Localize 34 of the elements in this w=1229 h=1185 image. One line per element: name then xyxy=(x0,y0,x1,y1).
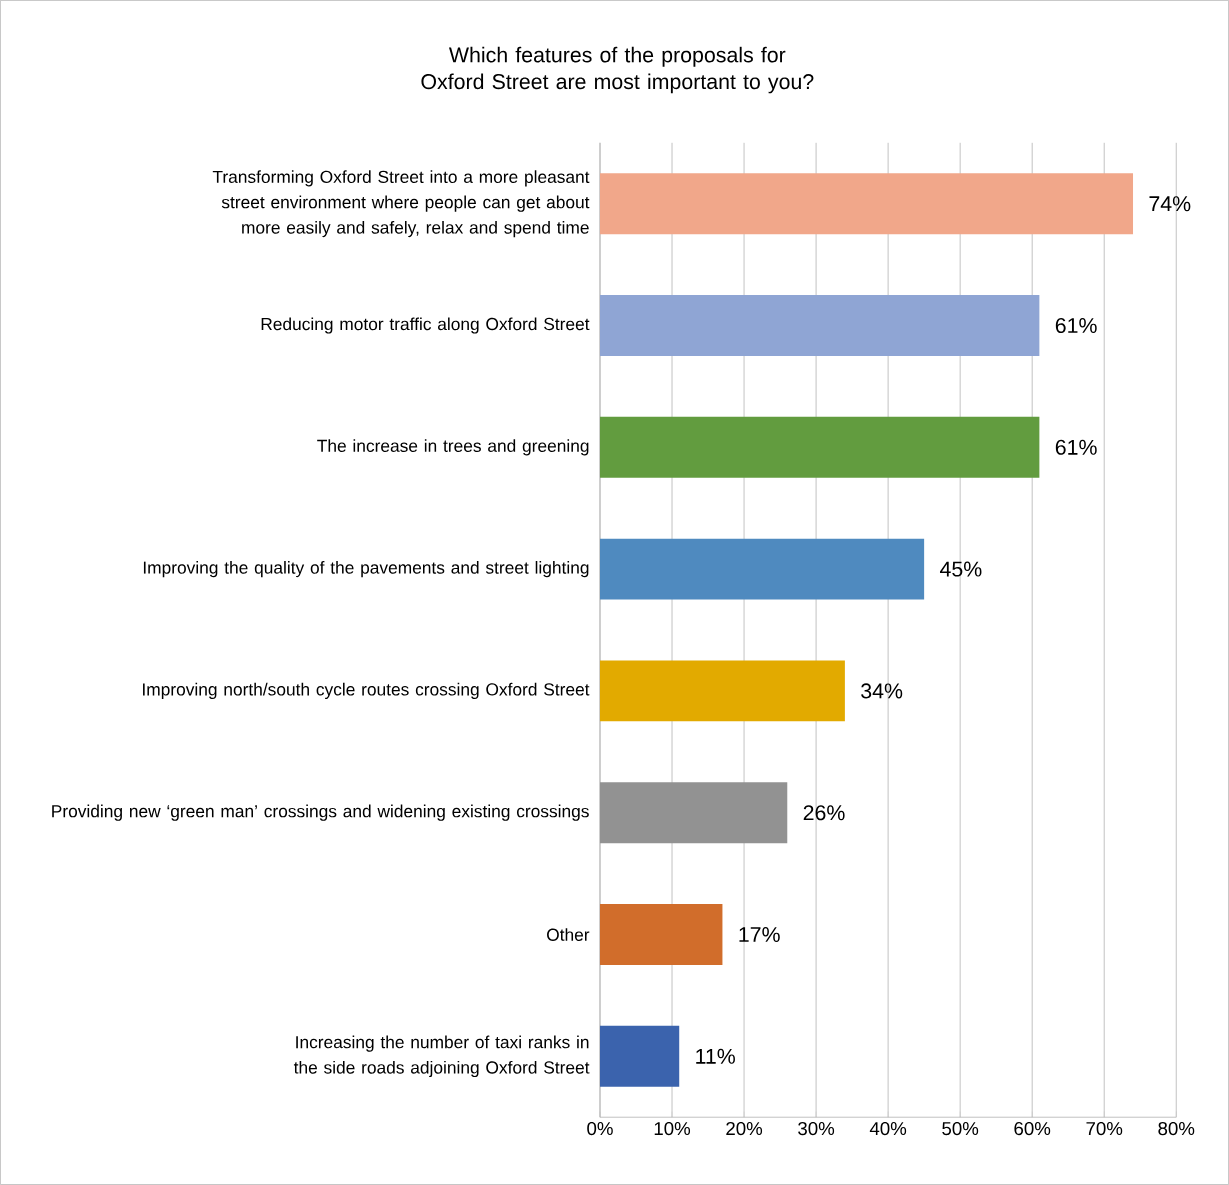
data-label: 34% xyxy=(861,683,903,699)
data-label: 26% xyxy=(803,805,845,821)
data-label: 74% xyxy=(1149,196,1191,212)
x-tick-label: 80% xyxy=(1158,1121,1195,1136)
bar xyxy=(599,904,723,965)
y-tick-label: Reducing motor traffic along Oxford Street xyxy=(261,317,590,334)
bar xyxy=(599,538,925,600)
bar xyxy=(599,660,845,722)
bar xyxy=(599,782,788,844)
x-tick-label: 0% xyxy=(587,1121,613,1136)
y-tick-label: Other xyxy=(547,928,590,941)
bar xyxy=(599,416,1040,478)
y-tick-label: Transforming Oxford Street into a more pleasant street environment where people can get about more easily and safely, relax and spend time xyxy=(212,170,590,238)
x-tick-label: 20% xyxy=(726,1121,763,1136)
bar xyxy=(599,173,1134,235)
chart-title: Which features of the proposals for Oxford Street are most important to you? xyxy=(421,46,814,94)
y-tick-label: Increasing the number of taxi ranks in the side roads adjoining Oxford Street xyxy=(293,1035,590,1078)
y-tick-label: Improving the quality of the pavements and street lighting xyxy=(143,561,589,578)
x-tick-label: 60% xyxy=(1014,1121,1051,1136)
bar xyxy=(599,1025,680,1087)
x-tick-label: 40% xyxy=(869,1121,907,1136)
data-label: 61% xyxy=(1055,317,1097,334)
y-tick-label: Providing new ‘green man’ crossings and widening existing crossings xyxy=(52,804,589,821)
bar xyxy=(599,295,1040,356)
x-tick-label: 30% xyxy=(798,1121,835,1136)
y-tick-label: Improving north/south cycle routes crossing Oxford Street xyxy=(143,682,590,700)
x-tick-label: 70% xyxy=(1086,1121,1123,1136)
data-label: 17% xyxy=(739,927,780,942)
data-label: 11% xyxy=(696,1048,735,1064)
data-label: 45% xyxy=(939,561,982,577)
y-tick-label: The increase in trees and greening xyxy=(317,439,589,456)
x-tick-label: 10% xyxy=(654,1121,691,1136)
x-tick-label: 50% xyxy=(942,1121,979,1136)
data-label: 61% xyxy=(1055,439,1097,455)
